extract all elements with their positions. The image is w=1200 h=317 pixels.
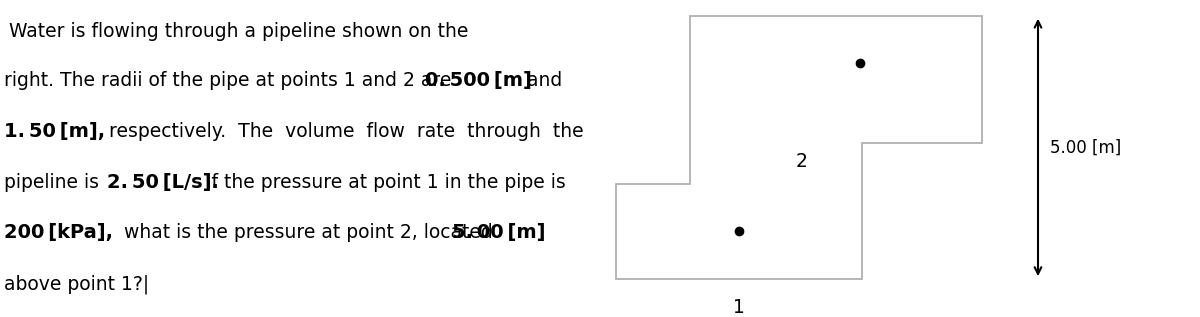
Text: Water is flowing through a pipeline shown on the: Water is flowing through a pipeline show… [8, 22, 468, 41]
Text: 0. 500 [m]: 0. 500 [m] [425, 71, 532, 90]
Text: 1. 50 [m],: 1. 50 [m], [4, 122, 104, 141]
Text: If the pressure at point 1 in the pipe is: If the pressure at point 1 in the pipe i… [200, 173, 566, 192]
Text: respectively.  The  volume  flow  rate  through  the: respectively. The volume flow rate throu… [103, 122, 584, 141]
Text: above point 1?|: above point 1?| [4, 274, 149, 294]
Text: right. The radii of the pipe at points 1 and 2 are: right. The radii of the pipe at points 1… [4, 71, 457, 90]
Text: 1: 1 [733, 298, 745, 317]
Polygon shape [616, 16, 982, 279]
Text: 5. 00 [m]: 5. 00 [m] [452, 223, 546, 243]
Text: what is the pressure at point 2, located: what is the pressure at point 2, located [118, 223, 498, 243]
Text: 200 [kPa],: 200 [kPa], [4, 223, 113, 243]
Text: pipeline is: pipeline is [4, 173, 104, 192]
Text: 2: 2 [796, 152, 808, 171]
Text: 2. 50 [L/s].: 2. 50 [L/s]. [107, 173, 218, 192]
Text: 5.00 [m]: 5.00 [m] [1050, 139, 1121, 156]
Text: and: and [521, 71, 562, 90]
